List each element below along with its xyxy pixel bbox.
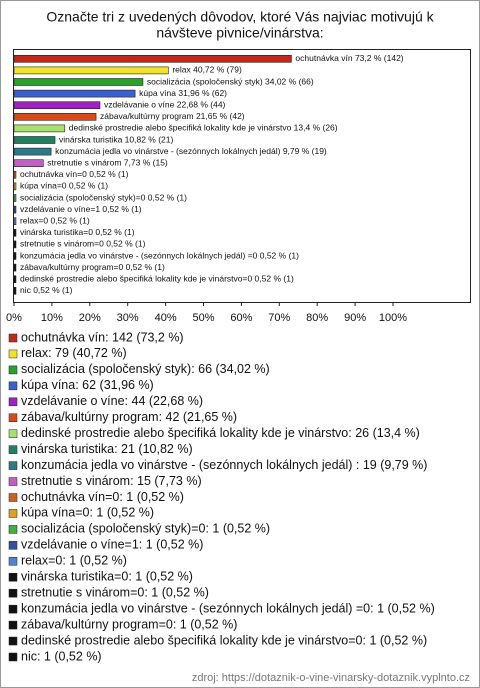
bar-label: ochutnávka vín 73,2 % (142) xyxy=(295,53,403,63)
x-tick-label: 0% xyxy=(6,312,22,324)
bar xyxy=(13,205,17,214)
bar-label: zábava/kultúrny program 21,65 % (42) xyxy=(100,111,245,121)
legend-label: kúpa vína=0: 1 (0,52 %) xyxy=(21,506,154,520)
bar-label: relax=0 0,52 % (1) xyxy=(20,215,90,225)
legend-label: konzumácia jedla vo vinárstve - (sezónny… xyxy=(21,458,427,472)
bar-label: kúpa vína 31,96 % (62) xyxy=(139,88,227,98)
legend-swatch xyxy=(8,588,18,598)
bar xyxy=(13,78,144,86)
source: zdroj: https://dotaznik-o-vine-vinarsky-… xyxy=(192,672,470,684)
bar xyxy=(13,229,17,237)
bar xyxy=(13,252,17,260)
legend-label: vinárska turistika: 21 (10,82 %) xyxy=(21,442,193,456)
bar-label: kúpa vína=0 0,52 % (1) xyxy=(20,181,108,191)
legend-swatch xyxy=(8,349,18,359)
bar-label: vinárska turistika 10,82 % (21) xyxy=(59,134,173,144)
bar-label: ochutnávka vín=0 0,52 % (1) xyxy=(20,169,129,179)
bar xyxy=(13,147,52,156)
chart-title: Označte tri z uvedených dôvodov, ktoré V… xyxy=(46,9,434,25)
bar xyxy=(13,217,17,225)
legend-label: socializácia (spoločenský styk)=0: 1 (0,… xyxy=(21,522,270,536)
x-tick-label: 10% xyxy=(41,312,63,324)
legend-label: stretnutie s vinárom: 15 (7,73 %) xyxy=(21,474,202,488)
legend-label: vzdelávanie o víne=1: 1 (0,52 %) xyxy=(21,538,203,552)
legend-swatch xyxy=(8,429,18,438)
bar xyxy=(13,286,17,295)
legend-swatch xyxy=(8,652,18,662)
bar-label: vinárska turistika=0 0,52 % (1) xyxy=(20,227,135,237)
x-tick-label: 50% xyxy=(192,312,214,324)
legend-swatch xyxy=(8,620,18,630)
x-tick-label: 60% xyxy=(230,312,252,324)
legend-label: kúpa vína: 62 (31,96 %) xyxy=(21,378,154,392)
bar xyxy=(13,66,169,75)
bar xyxy=(13,124,66,133)
legend-label: relax: 79 (40,72 %) xyxy=(21,346,127,360)
legend-swatch xyxy=(8,445,18,454)
legend-label: vzdelávanie o víne: 44 (22,68 %) xyxy=(21,394,203,408)
legend-swatch xyxy=(8,557,18,566)
legend-swatch xyxy=(8,333,18,343)
legend-label: ochutnávka vín: 142 (73,2 %) xyxy=(21,330,184,344)
legend-label: nic: 1 (0,52 %) xyxy=(21,649,102,663)
bar xyxy=(13,159,44,167)
bar-label: konzumácia jedla vo vinárstve - (sezónny… xyxy=(20,250,299,260)
x-tick-label: 30% xyxy=(117,312,139,324)
legend-label: socializácia (spoločenský styk): 66 (34,… xyxy=(21,362,270,376)
x-tick-label: 100% xyxy=(379,312,407,324)
legend-label: relax=0: 1 (0,52 %) xyxy=(21,554,127,568)
bar xyxy=(13,113,97,121)
bar-label: vzdelávanie o víne=1 0,52 % (1) xyxy=(20,204,142,214)
legend-swatch xyxy=(8,461,18,470)
bar-label: stretnutie s vinárom=0 0,52 % (1) xyxy=(20,239,146,249)
legend-swatch xyxy=(8,413,18,422)
bar xyxy=(13,240,17,249)
x-tick-label: 40% xyxy=(155,312,177,324)
legend-label: zábava/kultúrny program: 42 (21,65 %) xyxy=(21,410,237,424)
chart-title: návšteve pivnice/vinárstva: xyxy=(156,25,323,41)
legend-label: dedinské prostredie alebo špecifiká loka… xyxy=(21,633,427,647)
legend-swatch xyxy=(8,493,18,502)
x-tick-label: 20% xyxy=(79,312,101,324)
bar-label: vzdelávanie o víne 22,68 % (44) xyxy=(104,99,226,109)
legend-label: konzumácia jedla vo vinárstve - (sezónny… xyxy=(21,601,435,615)
bar-label: dedinské prostredie alebo špecifiká loka… xyxy=(69,123,338,133)
legend-swatch xyxy=(8,509,18,518)
bar-label: konzumácia jedla vo vinárstve - (sezónny… xyxy=(55,146,327,156)
legend-swatch xyxy=(8,636,18,646)
bar-label: zábava/kultúrny program=0 0,52 % (1) xyxy=(20,262,165,272)
bar xyxy=(13,101,101,109)
bar-label: socializácia (spoločenský styk)=0 0,52 %… xyxy=(20,192,187,202)
legend-swatch xyxy=(8,604,18,614)
legend-label: vinárska turistika=0: 1 (0,52 %) xyxy=(21,570,193,584)
bar xyxy=(13,54,292,63)
bar-label: relax 40,72 % (79) xyxy=(172,65,242,75)
bar-label: socializácia (spoločenský styk) 34,02 % … xyxy=(147,76,314,86)
bar-label: dedinské prostredie alebo špecifiká loka… xyxy=(20,273,294,283)
bar-label: stretnutie s vinárom 7,73 % (15) xyxy=(47,157,168,167)
bar-label: nic 0,52 % (1) xyxy=(20,285,73,295)
legend-swatch xyxy=(8,381,18,391)
bar xyxy=(13,275,17,284)
legend-swatch xyxy=(8,397,18,407)
legend-swatch xyxy=(8,541,18,550)
legend-swatch xyxy=(8,365,18,375)
legend-swatch xyxy=(8,525,18,534)
bar xyxy=(13,171,17,179)
legend-label: ochutnávka vín=0: 1 (0,52 %) xyxy=(21,490,184,504)
bar xyxy=(13,194,17,202)
bar xyxy=(13,136,56,144)
x-tick-label: 90% xyxy=(344,312,366,324)
legend-label: dedinské prostredie alebo špecifiká loka… xyxy=(21,426,420,440)
legend-label: zábava/kultúrny program=0: 1 (0,52 %) xyxy=(21,617,237,631)
x-tick-label: 80% xyxy=(306,312,328,324)
legend-swatch xyxy=(8,477,18,486)
bar xyxy=(13,89,136,98)
legend-label: stretnutie s vinárom=0: 1 (0,52 %) xyxy=(21,585,209,599)
bar xyxy=(13,182,17,191)
bar xyxy=(13,263,17,272)
legend-swatch xyxy=(8,573,18,582)
x-tick-label: 70% xyxy=(268,312,290,324)
